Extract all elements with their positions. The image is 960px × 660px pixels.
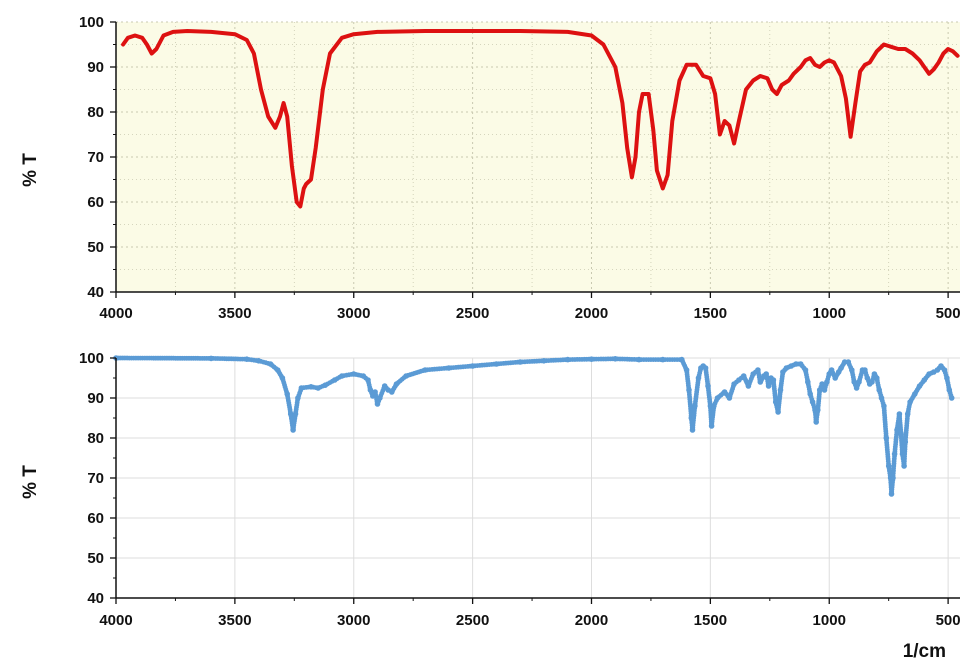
y-tick-label: 50	[87, 550, 104, 567]
y-tick-label: 60	[87, 510, 104, 527]
x-tick-label: 3500	[218, 612, 251, 629]
spectrum-line	[121, 29, 960, 209]
y-axis-label: % T	[20, 465, 41, 499]
x-tick-label: 2500	[456, 612, 489, 629]
y-tick-label: 70	[87, 149, 104, 166]
x-tick-label: 500	[936, 305, 960, 322]
y-tick-label: 50	[87, 239, 104, 256]
y-tick-label: 40	[87, 590, 104, 607]
y-tick-label: 70	[87, 470, 104, 487]
x-tick-label: 500	[936, 612, 960, 629]
x-tick-label: 3000	[337, 612, 370, 629]
x-tick-label: 3500	[218, 305, 251, 322]
top-spectrum-panel: 4000 3500 3000 2500 2000 1500 1000 500 40 50 60 70 8…	[20, 14, 960, 322]
y-tick-label: 80	[87, 104, 104, 121]
x-tick-label: 1500	[694, 305, 727, 322]
bottom-spectrum-panel: 4000 3500 3000 2500 2000 1500 1000 500 40 50 60 70 8…	[20, 350, 960, 629]
x-tick-label: 4000	[99, 305, 132, 322]
x-tick-label: 2000	[575, 612, 608, 629]
y-tick-label: 80	[87, 430, 104, 447]
x-tick-label: 2500	[456, 305, 489, 322]
x-tick-label: 3000	[337, 305, 370, 322]
y-axis-label: % T	[20, 153, 41, 187]
x-tick-label: 4000	[99, 612, 132, 629]
y-tick-label: 60	[87, 194, 104, 211]
y-tick-label: 100	[79, 350, 104, 367]
x-tick-label: 1000	[813, 305, 846, 322]
x-tick-label: 1500	[694, 612, 727, 629]
y-tick-label: 100	[79, 14, 104, 31]
spectrum-points	[113, 355, 955, 497]
x-axis-unit-label: 1/cm	[903, 641, 946, 660]
x-tick-label: 2000	[575, 305, 608, 322]
y-tick-label: 90	[87, 59, 104, 76]
y-tick-label: 90	[87, 390, 104, 407]
data-point	[948, 395, 955, 401]
y-tick-label: 40	[87, 284, 104, 301]
x-tick-label: 1000	[813, 612, 846, 629]
